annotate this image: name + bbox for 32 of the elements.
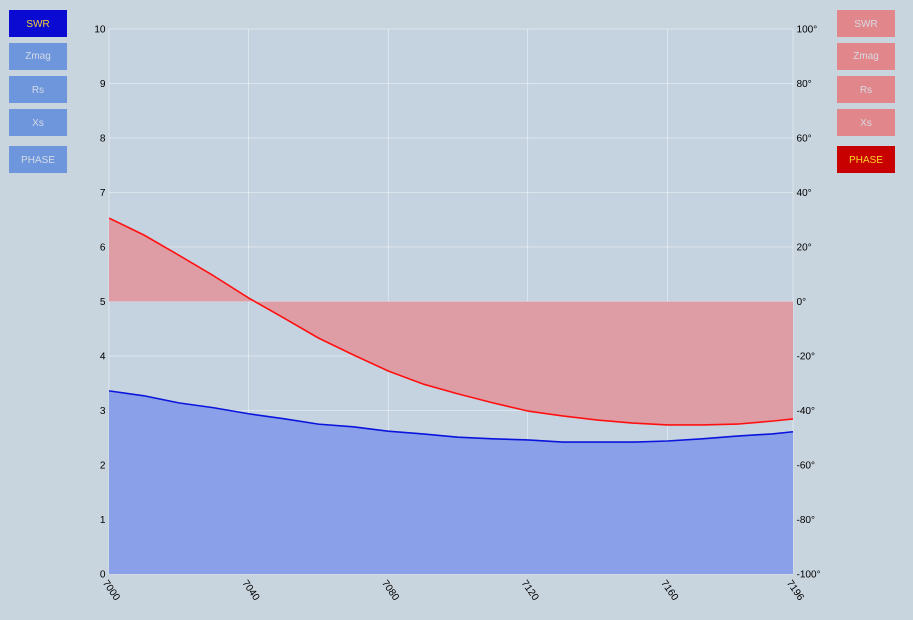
y-tick-label: 4 <box>100 352 106 360</box>
text: SWR <box>854 20 878 28</box>
y2-tick-label: 40° <box>796 188 812 196</box>
y2-tick-label: -20° <box>796 352 814 360</box>
y-tick-label: 2 <box>100 461 105 468</box>
text: Zmag <box>26 52 50 61</box>
y-tick-label: 7 <box>100 189 105 196</box>
y-tick-label: 0 <box>100 570 106 578</box>
y2-tick-label: 80° <box>796 80 812 88</box>
y2-tick-label: 100° <box>797 25 817 33</box>
text: SWR <box>26 20 50 28</box>
text: Zmag <box>854 52 878 61</box>
y-tick-label: 1 <box>100 516 105 523</box>
text: Xs <box>32 118 44 126</box>
y-tick-label: 3 <box>100 406 106 414</box>
y2-tick-label: -60° <box>796 461 814 469</box>
y-tick-label: 6 <box>100 243 106 251</box>
y2-tick-label: 20° <box>797 243 812 251</box>
y-tick-label: 5 <box>100 298 106 305</box>
text: Xs <box>860 118 872 126</box>
text: PHASE <box>850 156 883 164</box>
y-tick-label: 10 <box>95 25 106 33</box>
y2-tick-label: 60° <box>797 134 812 142</box>
y2-tick-label: 0° <box>796 298 806 306</box>
y2-tick-label: -100° <box>796 570 820 578</box>
text: Rs <box>32 86 44 93</box>
y-tick-label: 9 <box>100 80 106 88</box>
text: PHASE <box>22 156 55 164</box>
text: Rs <box>860 86 872 93</box>
y-tick-label: 8 <box>100 134 106 142</box>
y2-tick-label: -80° <box>796 516 814 524</box>
y2-tick-label: -40° <box>796 406 814 414</box>
